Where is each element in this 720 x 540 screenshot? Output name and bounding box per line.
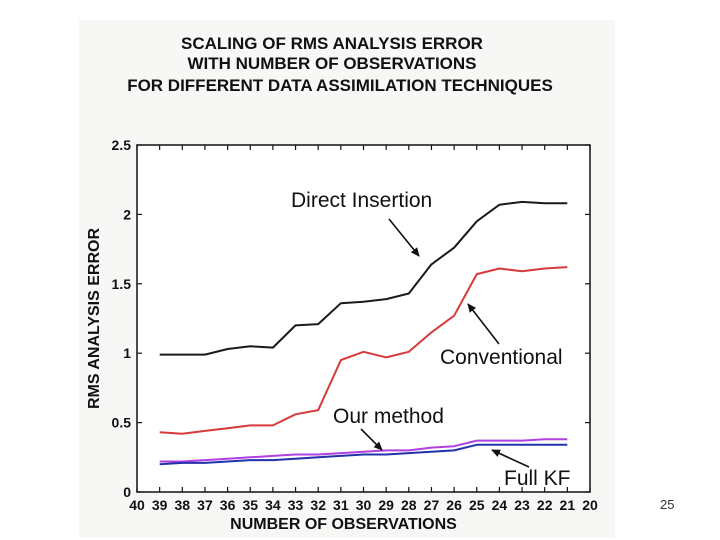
x-tick-label: 27 [424, 497, 440, 513]
annotation-direct-insertion: Direct Insertion [291, 189, 432, 212]
y-tick-label: 1.5 [112, 276, 132, 292]
annotations: Direct Insertion Conventional Our method Fu… [291, 189, 571, 490]
x-tick-label: 36 [220, 497, 236, 513]
x-axis: 40 39 38 37 36 35 34 33 32 31 30 29 28 27 26 25 24 23 22 21… [129, 145, 598, 513]
x-tick-label: 39 [152, 497, 168, 513]
series-line-conventional [159, 266, 568, 435]
x-tick-label: 24 [492, 497, 508, 513]
annotation-arrow-our-method [360, 428, 383, 451]
x-tick-label: 25 [469, 497, 485, 513]
annotation-full-kf: Full KF [504, 467, 571, 490]
annotation-conventional: Conventional [440, 346, 563, 369]
series-line-our-method [159, 438, 568, 463]
annotation-arrow-conventional [467, 303, 500, 345]
x-tick-label: 30 [356, 497, 372, 513]
x-tick-label: 28 [401, 497, 417, 513]
y-tick-label: 1 [123, 345, 131, 361]
x-tick-label: 38 [175, 497, 191, 513]
x-tick-label: 35 [242, 497, 258, 513]
x-tick-label: 22 [537, 497, 553, 513]
x-tick-label: 34 [265, 497, 281, 513]
x-tick-label: 33 [288, 497, 304, 513]
y-tick-label: 0.5 [112, 415, 132, 431]
x-tick-label: 37 [197, 497, 213, 513]
page-number: 25 [660, 497, 675, 512]
y-tick-label: 0 [123, 484, 131, 500]
x-axis-label: NUMBER OF OBSERVATIONS [230, 516, 457, 533]
x-tick-label: 26 [446, 497, 462, 513]
x-tick-label: 40 [129, 497, 145, 513]
annotation-arrow-full-kf [491, 449, 530, 468]
y-tick-label: 2.5 [112, 137, 132, 153]
y-axis-label: RMS ANALYSIS ERROR [86, 228, 103, 410]
series-line-direct-insertion [159, 200, 568, 356]
x-tick-label: 20 [582, 497, 598, 513]
chart-title-line: FOR DIFFERENT DATA ASSIMILATION TECHNIQU… [127, 76, 553, 95]
x-tick-label: 29 [378, 497, 394, 513]
x-tick-label: 23 [514, 497, 530, 513]
annotation-our-method: Our method [333, 405, 444, 428]
chart-title-line: SCALING OF RMS ANALYSIS ERROR [181, 34, 483, 53]
annotation-arrow-direct-insertion [388, 218, 420, 257]
series-line-full-kf [159, 443, 568, 466]
y-axis: 0 0.5 1 1.5 2 2.5 [112, 137, 590, 500]
series-lines [159, 200, 568, 466]
chart-title-line: WITH NUMBER OF OBSERVATIONS [188, 54, 477, 73]
x-tick-label: 31 [333, 497, 349, 513]
y-tick-label: 2 [123, 206, 131, 222]
x-tick-label: 32 [310, 497, 326, 513]
scanned-figure: SCALING OF RMS ANALYSIS ERROR WITH NUMBER… [79, 20, 615, 538]
x-tick-label: 21 [560, 497, 576, 513]
